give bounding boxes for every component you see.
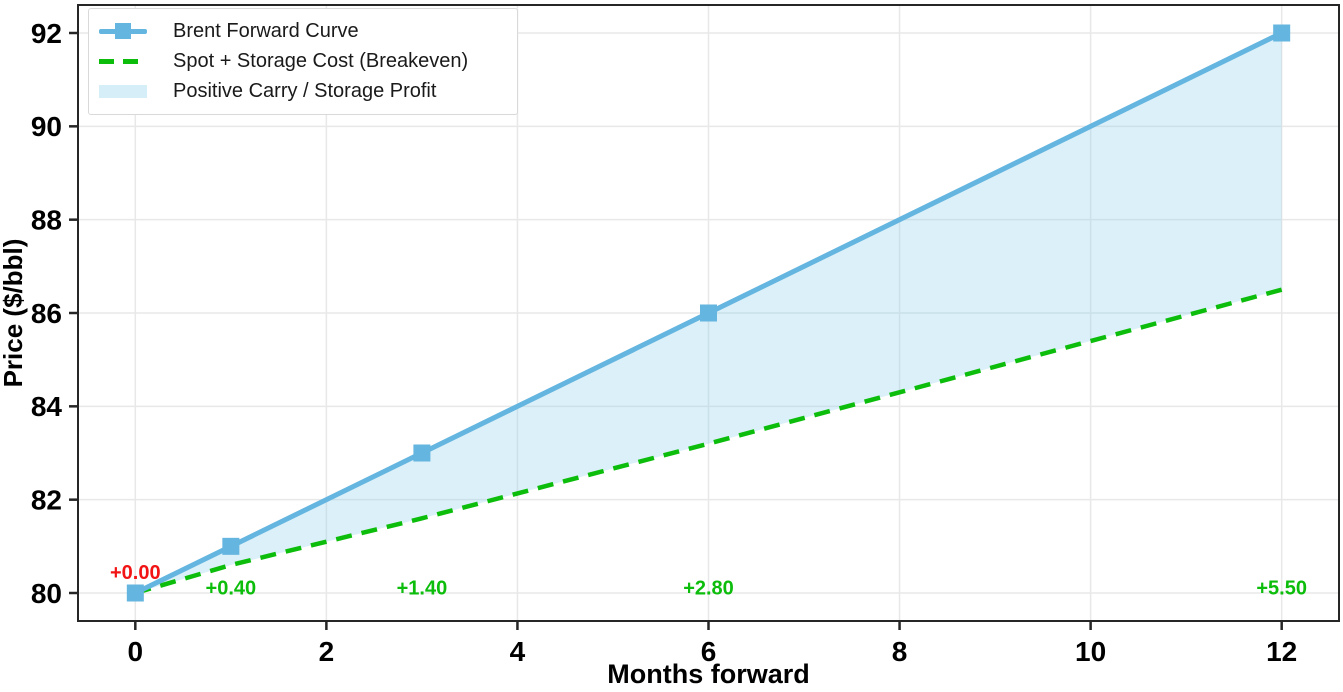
- legend-label-breakeven: Spot + Storage Cost (Breakeven): [173, 50, 469, 72]
- x-tick-label: 0: [128, 636, 144, 667]
- y-tick-label: 82: [31, 484, 62, 515]
- forward-curve-marker: [700, 304, 717, 322]
- forward-curve-marker: [1273, 24, 1291, 42]
- legend-row-positive-carry: Positive Carry / Storage Profit: [99, 80, 507, 103]
- legend-row-forward-curve: Brent Forward Curve: [99, 20, 507, 43]
- legend-patch-swatch: [99, 85, 147, 98]
- y-tick-label: 80: [31, 578, 62, 609]
- legend-square-marker: [115, 23, 131, 39]
- carry-annotation: +1.40: [397, 577, 448, 599]
- x-tick-label: 8: [892, 636, 908, 667]
- x-tick-label: 2: [319, 636, 335, 667]
- y-tick-label: 90: [31, 111, 62, 142]
- carry-annotation: +0.00: [110, 562, 161, 584]
- filled-area-icon: [99, 83, 147, 100]
- line-with-square-marker-icon: [99, 23, 147, 40]
- x-tick-label: 4: [510, 636, 526, 667]
- y-tick-label: 88: [31, 204, 62, 235]
- y-tick-label: 92: [31, 18, 62, 49]
- dashed-line-icon: [99, 53, 147, 70]
- carry-annotation: +2.80: [683, 577, 734, 599]
- legend-label-positive-carry: Positive Carry / Storage Profit: [173, 80, 437, 102]
- legend-dash-swatch: [99, 59, 147, 64]
- y-axis-label: Price ($/bbl): [0, 239, 28, 388]
- x-tick-label: 6: [701, 636, 717, 667]
- y-tick-label: 84: [31, 391, 63, 422]
- legend: Brent Forward Curve Spot + Storage Cost …: [88, 8, 518, 115]
- carry-annotation: +5.50: [1256, 577, 1307, 599]
- legend-label-forward-curve: Brent Forward Curve: [173, 20, 359, 42]
- y-tick-label: 86: [31, 298, 62, 329]
- x-tick-label: 10: [1075, 636, 1106, 667]
- forward-curve-marker: [222, 537, 240, 555]
- x-tick-label: 12: [1266, 636, 1297, 667]
- forward-curve-marker: [413, 444, 431, 462]
- legend-row-breakeven: Spot + Storage Cost (Breakeven): [99, 50, 507, 73]
- breakeven-line: [134, 287, 1283, 596]
- carry-annotation: +0.40: [206, 577, 257, 599]
- x-axis-label: Months forward: [607, 659, 810, 689]
- forward-curve-marker: [126, 584, 144, 602]
